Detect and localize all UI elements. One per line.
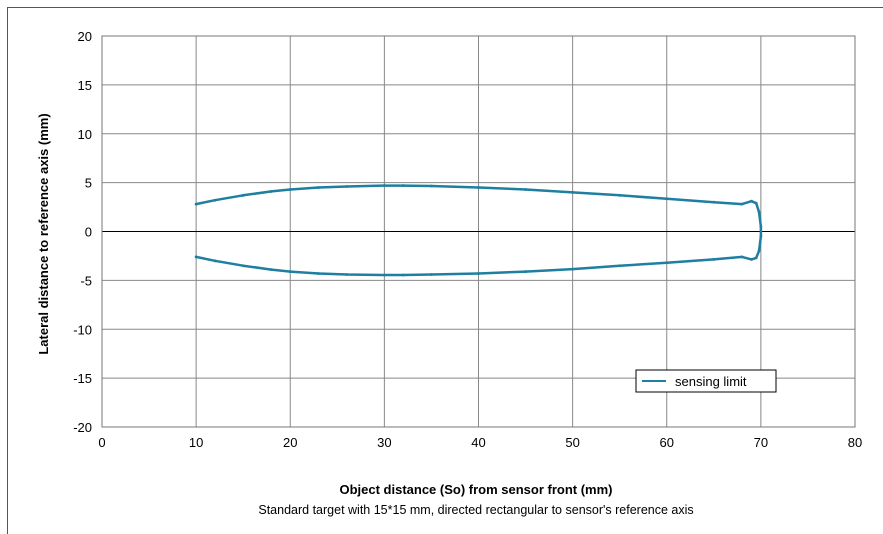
y-tick-label: -10 <box>73 322 92 337</box>
legend: sensing limit <box>635 369 777 393</box>
series-point <box>618 193 622 197</box>
series-point <box>288 188 292 191</box>
x-tick-label: 60 <box>660 435 674 450</box>
series-point <box>430 184 433 188</box>
y-tick-label: 15 <box>78 78 92 93</box>
series-point <box>382 273 386 277</box>
series-point <box>571 267 575 271</box>
x-tick-label: 50 <box>565 435 579 450</box>
y-tick-label: 0 <box>85 225 92 240</box>
series-point <box>241 264 245 268</box>
series-point <box>194 202 198 206</box>
x-tick-label: 30 <box>377 435 391 450</box>
series-point <box>524 188 527 191</box>
x-tick-label: 10 <box>189 435 203 450</box>
series-point <box>288 270 292 273</box>
series-point <box>757 210 761 214</box>
series-point <box>345 273 349 276</box>
series-point <box>401 184 405 187</box>
y-tick-label: 10 <box>78 127 92 142</box>
x-tick-label: 40 <box>471 435 485 450</box>
plot-border <box>101 35 856 428</box>
series-point <box>524 270 527 273</box>
series-point <box>757 249 761 253</box>
frame-top-border <box>7 7 883 8</box>
y-tick-label: 20 <box>78 29 92 44</box>
series-point <box>712 200 716 204</box>
series-point <box>618 264 622 268</box>
series-point <box>345 185 349 188</box>
y-tick-label: -5 <box>80 273 92 288</box>
legend-box <box>635 369 777 393</box>
frame-left-border <box>7 7 8 534</box>
series-point <box>477 186 480 189</box>
x-tick-label: 80 <box>848 435 862 450</box>
x-tick-label: 20 <box>283 435 297 450</box>
series-point <box>213 259 217 263</box>
y-tick-label: 5 <box>85 176 92 191</box>
series-point <box>401 273 405 277</box>
series-line <box>194 184 763 277</box>
series-point <box>665 261 669 265</box>
axes <box>101 35 856 428</box>
series-point <box>317 186 320 189</box>
legend-label: sensing limit <box>675 374 747 389</box>
x-tick-label: 70 <box>754 435 768 450</box>
series-point <box>740 202 744 206</box>
series-point <box>382 184 386 187</box>
series-point <box>571 191 575 194</box>
y-tick-labels: 20 15 10 5 0 -5 -10 -15 -20 <box>73 29 92 435</box>
series-point <box>754 201 758 205</box>
series-point <box>430 273 433 276</box>
series-point <box>213 198 217 202</box>
series-point <box>759 234 763 238</box>
series-layer <box>194 184 763 277</box>
series-point <box>270 268 273 272</box>
series-point <box>270 190 273 193</box>
x-axis-title: Object distance (So) from sensor front (… <box>339 482 612 497</box>
series-point <box>241 193 245 197</box>
chart-subtitle: Standard target with 15*15 mm, directed … <box>258 503 693 517</box>
series-point <box>712 257 716 261</box>
series-point <box>740 255 744 259</box>
series-point <box>665 197 669 201</box>
y-tick-label: -15 <box>73 371 92 386</box>
x-tick-label: 0 <box>98 435 105 450</box>
series-point <box>477 272 480 275</box>
series-point <box>750 199 753 203</box>
y-axis-title: Lateral distance to reference axis (mm) <box>36 113 51 354</box>
series-point <box>194 255 198 259</box>
y-tick-label: -20 <box>73 420 92 435</box>
x-tick-labels: 0 10 20 30 40 50 60 70 80 <box>98 435 862 450</box>
grid-lines <box>101 35 856 428</box>
series-point <box>754 256 758 260</box>
series-point <box>750 257 753 261</box>
series-point <box>759 225 763 229</box>
series-point <box>317 272 320 275</box>
